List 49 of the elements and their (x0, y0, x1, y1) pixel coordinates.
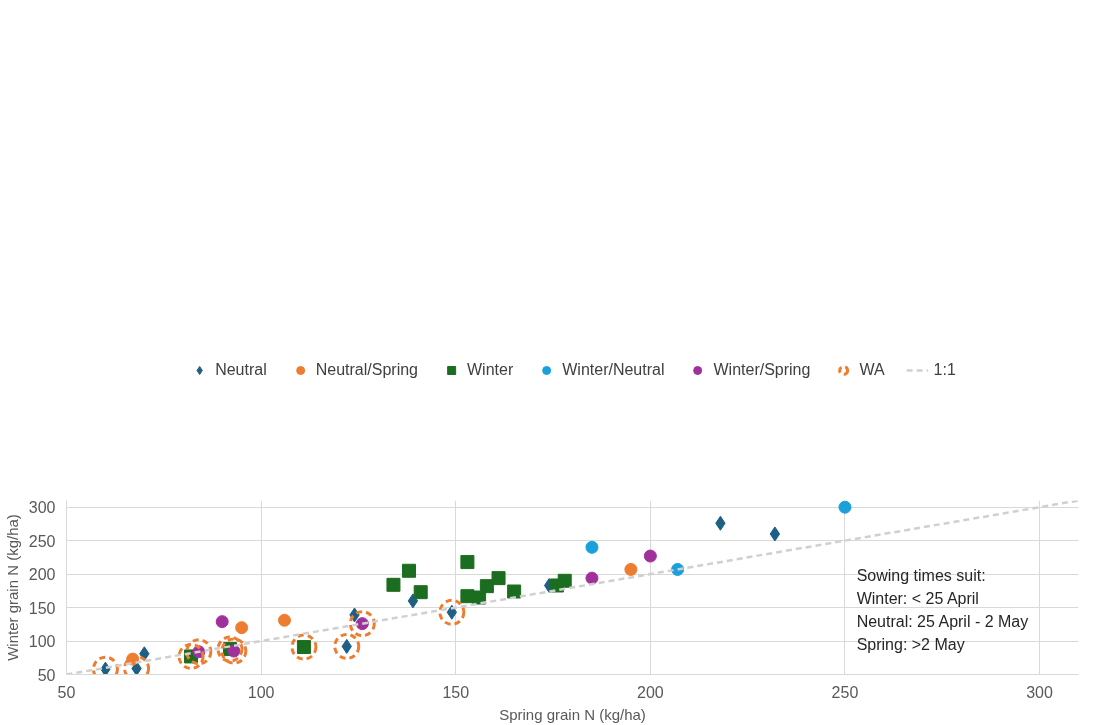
x-axis-title: Spring grain N (kg/ha) (499, 705, 646, 723)
legend-label: Winter/Spring (713, 361, 811, 379)
point (624, 562, 638, 576)
point (348, 610, 376, 638)
x-tick-label: 300 (1026, 683, 1054, 701)
y-tick-label: 50 (37, 666, 56, 684)
y-tick-label: 200 (28, 566, 56, 584)
point (643, 549, 657, 563)
point (290, 633, 318, 661)
y-tick-label: 100 (28, 633, 56, 651)
x-tick-label: 150 (442, 683, 470, 701)
point (402, 563, 417, 578)
point (769, 526, 781, 542)
legend-label: Neutral/Spring (315, 361, 419, 379)
annotation: Spring: >2 May (856, 636, 965, 654)
point (479, 579, 494, 594)
point (177, 642, 205, 670)
x-tick-label: 100 (247, 683, 275, 701)
point (386, 577, 401, 592)
annotation: Neutral: 25 April - 2 May (856, 613, 1029, 631)
y-axis-title: Winter grain N (kg/ha) (3, 514, 21, 661)
point (491, 571, 506, 586)
x-tick-label: 50 (57, 683, 76, 701)
y-tick-label: 250 (28, 532, 56, 550)
x-tick-label: 250 (831, 683, 859, 701)
annotation: Sowing times suit: (856, 567, 986, 585)
legend-label: Neutral (215, 361, 267, 379)
legend-label: WA (859, 361, 885, 379)
point (185, 638, 213, 666)
y-tick-label: 300 (28, 499, 56, 517)
point (460, 555, 475, 570)
point (585, 540, 599, 554)
legend-label: Winter (467, 361, 514, 379)
point (407, 593, 419, 609)
point (507, 584, 522, 599)
point (235, 621, 249, 635)
point (333, 632, 361, 660)
point (557, 573, 572, 588)
point (838, 500, 852, 514)
x-tick-label: 200 (637, 683, 664, 701)
y-tick-label: 150 (28, 599, 56, 617)
point (585, 571, 599, 585)
point (215, 615, 229, 629)
point (277, 613, 291, 627)
annotation: Winter: < 25 April (856, 590, 979, 608)
legend-label: 1:1 (933, 361, 956, 379)
point (438, 598, 466, 626)
legend-label: Winter/Neutral (562, 361, 665, 379)
point (413, 585, 428, 600)
